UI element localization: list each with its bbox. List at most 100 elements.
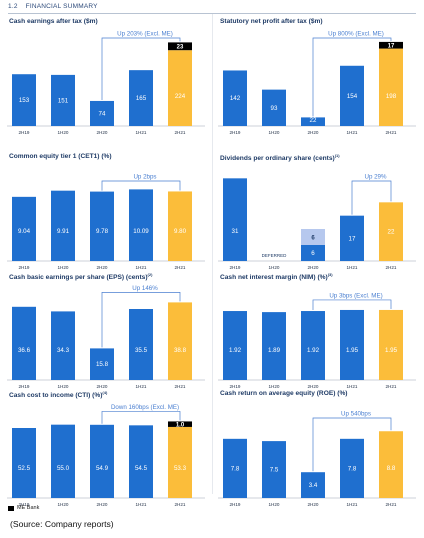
tick-label: 1H20 xyxy=(269,502,280,507)
chart-title-footnote: (2) xyxy=(147,272,153,277)
tick-label: 2H20 xyxy=(308,265,319,270)
annotation-bracket xyxy=(101,411,181,424)
chart-title: Cash net interest margin (NIM) (%)(3) xyxy=(220,272,333,281)
tick-label: 2H19 xyxy=(230,384,241,389)
data-label: 22 xyxy=(310,117,317,124)
bar-2H20 xyxy=(90,348,114,380)
data-label: 6 xyxy=(311,250,315,257)
annotation-label: Up 203% (Excl. ME) xyxy=(117,31,173,38)
chart-cti: Cash cost to income (CTI) (%)(4) 52.5 2H1… xyxy=(5,388,210,516)
bar-1H21 xyxy=(340,438,364,498)
tick-label: 1H20 xyxy=(58,384,69,389)
bar-2H21 xyxy=(168,426,192,498)
bar-1H21 xyxy=(340,215,364,261)
data-label: 1.95 xyxy=(385,347,398,354)
data-label: 154 xyxy=(347,93,358,100)
chart-svg: 31 2H19 DEFERRED 1H20 6 6 2H20 17 1H21 22 2H21 Up 2… xyxy=(218,174,416,270)
tick-label: 1H21 xyxy=(347,130,358,135)
annotation-label: Up 146% xyxy=(132,285,158,292)
bar-1H20 xyxy=(51,74,75,126)
bar-stack-2H20 xyxy=(301,229,325,245)
data-label: 9.80 xyxy=(174,228,187,235)
tick-label: 2H21 xyxy=(386,384,397,389)
data-label: 1.92 xyxy=(307,347,320,354)
data-label: DEFERRED xyxy=(262,253,288,258)
tick-label: 1H20 xyxy=(58,130,69,135)
tick-label: 1H21 xyxy=(136,130,147,135)
tick-label: 1H21 xyxy=(347,502,358,507)
chart-dividends: Dividends per ordinary share (cents)(1) … xyxy=(216,151,421,279)
tick-label: 2H19 xyxy=(19,384,30,389)
bar-1H20 xyxy=(262,89,286,126)
bar-2H20 xyxy=(90,424,114,498)
annotation-bracket xyxy=(351,180,392,215)
annotation-label: Up 800% (Excl. ME) xyxy=(328,31,384,38)
chart-svg: 1.92 2H19 1.89 1H20 1.92 2H20 1.95 1H21 1.95 2H21… xyxy=(218,292,416,389)
tick-label: 2H21 xyxy=(386,130,397,135)
data-label: 198 xyxy=(386,93,397,100)
data-label: 7.5 xyxy=(270,467,279,474)
chart-title-text: Cash cost to income (CTI) (%) xyxy=(9,392,103,400)
chart-title: Dividends per ordinary share (cents)(1) xyxy=(220,153,340,162)
data-label: 53.3 xyxy=(174,465,187,472)
tick-label: 2H20 xyxy=(308,502,319,507)
annotation-bracket xyxy=(101,292,181,348)
section-header: 1.2 FINANCIAL SUMMARY xyxy=(8,3,98,10)
tick-label: 1H20 xyxy=(58,265,69,270)
bar-2H21 xyxy=(168,191,192,261)
bar-1H20 xyxy=(51,424,75,498)
chart-cet1: Common equity tier 1 (CET1) (%) 9.04 2H19… xyxy=(5,151,210,279)
data-label: 10.09 xyxy=(133,228,149,235)
data-label: 9.78 xyxy=(96,228,109,235)
chart-svg: 36.6 2H19 34.3 1H20 15.8 2H20 35.5 1H21 38.8 2H21… xyxy=(7,285,205,389)
data-label: 93 xyxy=(271,105,278,112)
bar-2H21 xyxy=(379,48,403,126)
stack-label: 6 xyxy=(311,235,315,241)
data-label: 17 xyxy=(349,235,356,242)
annotation-label: Up 540bps xyxy=(341,411,371,418)
data-label: 1.95 xyxy=(346,347,359,354)
chart-title-footnote: (3) xyxy=(327,272,333,277)
chart-title: Cash basic earnings per share (EPS) (cen… xyxy=(9,272,152,281)
tick-label: 1H21 xyxy=(136,502,147,507)
data-label: 55.0 xyxy=(57,465,70,472)
annotation-bracket xyxy=(101,180,181,191)
legend: ME Bank xyxy=(8,505,39,511)
data-label: 9.91 xyxy=(57,228,70,235)
tick-label: 2H21 xyxy=(386,265,397,270)
data-label: 7.8 xyxy=(348,465,357,472)
chart-title: Cash earnings after tax ($m) xyxy=(9,18,98,25)
bar-2H21 xyxy=(379,309,403,380)
data-label: 165 xyxy=(136,95,147,102)
data-label: 1.89 xyxy=(268,347,281,354)
tick-label: 2H20 xyxy=(97,265,108,270)
bar-1H21 xyxy=(129,70,153,126)
tick-label: 2H19 xyxy=(19,265,30,270)
bar-1H20 xyxy=(51,311,75,380)
tick-label: 2H19 xyxy=(230,130,241,135)
chart-cash-earnings: Cash earnings after tax ($m) 153 2H19 151 1… xyxy=(5,16,210,144)
tick-label: 1H21 xyxy=(347,265,358,270)
bar-2H19 xyxy=(223,311,247,380)
bar-2H19 xyxy=(12,196,36,261)
tick-label: 1H20 xyxy=(269,130,280,135)
bar-2H20 xyxy=(90,191,114,261)
tick-label: 2H20 xyxy=(308,384,319,389)
bar-stack-2H21 xyxy=(168,42,192,51)
bar-2H19 xyxy=(12,74,36,126)
data-label: 8.8 xyxy=(387,465,396,472)
column-divider xyxy=(212,14,213,494)
chart-svg: 142 2H19 93 1H20 22 2H20 154 1H21 17 198 2H21 Up 80… xyxy=(218,31,416,135)
data-label: 1.92 xyxy=(229,347,242,354)
chart-title-text: Cash basic earnings per share (EPS) (cen… xyxy=(9,274,148,282)
bar-2H21 xyxy=(168,50,192,126)
bar-1H20 xyxy=(262,312,286,380)
data-label: 142 xyxy=(230,95,241,102)
bar-stack-2H21 xyxy=(168,421,192,427)
bar-stack-2H21 xyxy=(379,41,403,49)
section-title: FINANCIAL SUMMARY xyxy=(25,3,98,10)
bar-2H20 xyxy=(301,311,325,380)
bar-2H20 xyxy=(90,100,114,126)
data-label: 151 xyxy=(58,97,69,104)
annotation-bracket xyxy=(312,37,392,117)
